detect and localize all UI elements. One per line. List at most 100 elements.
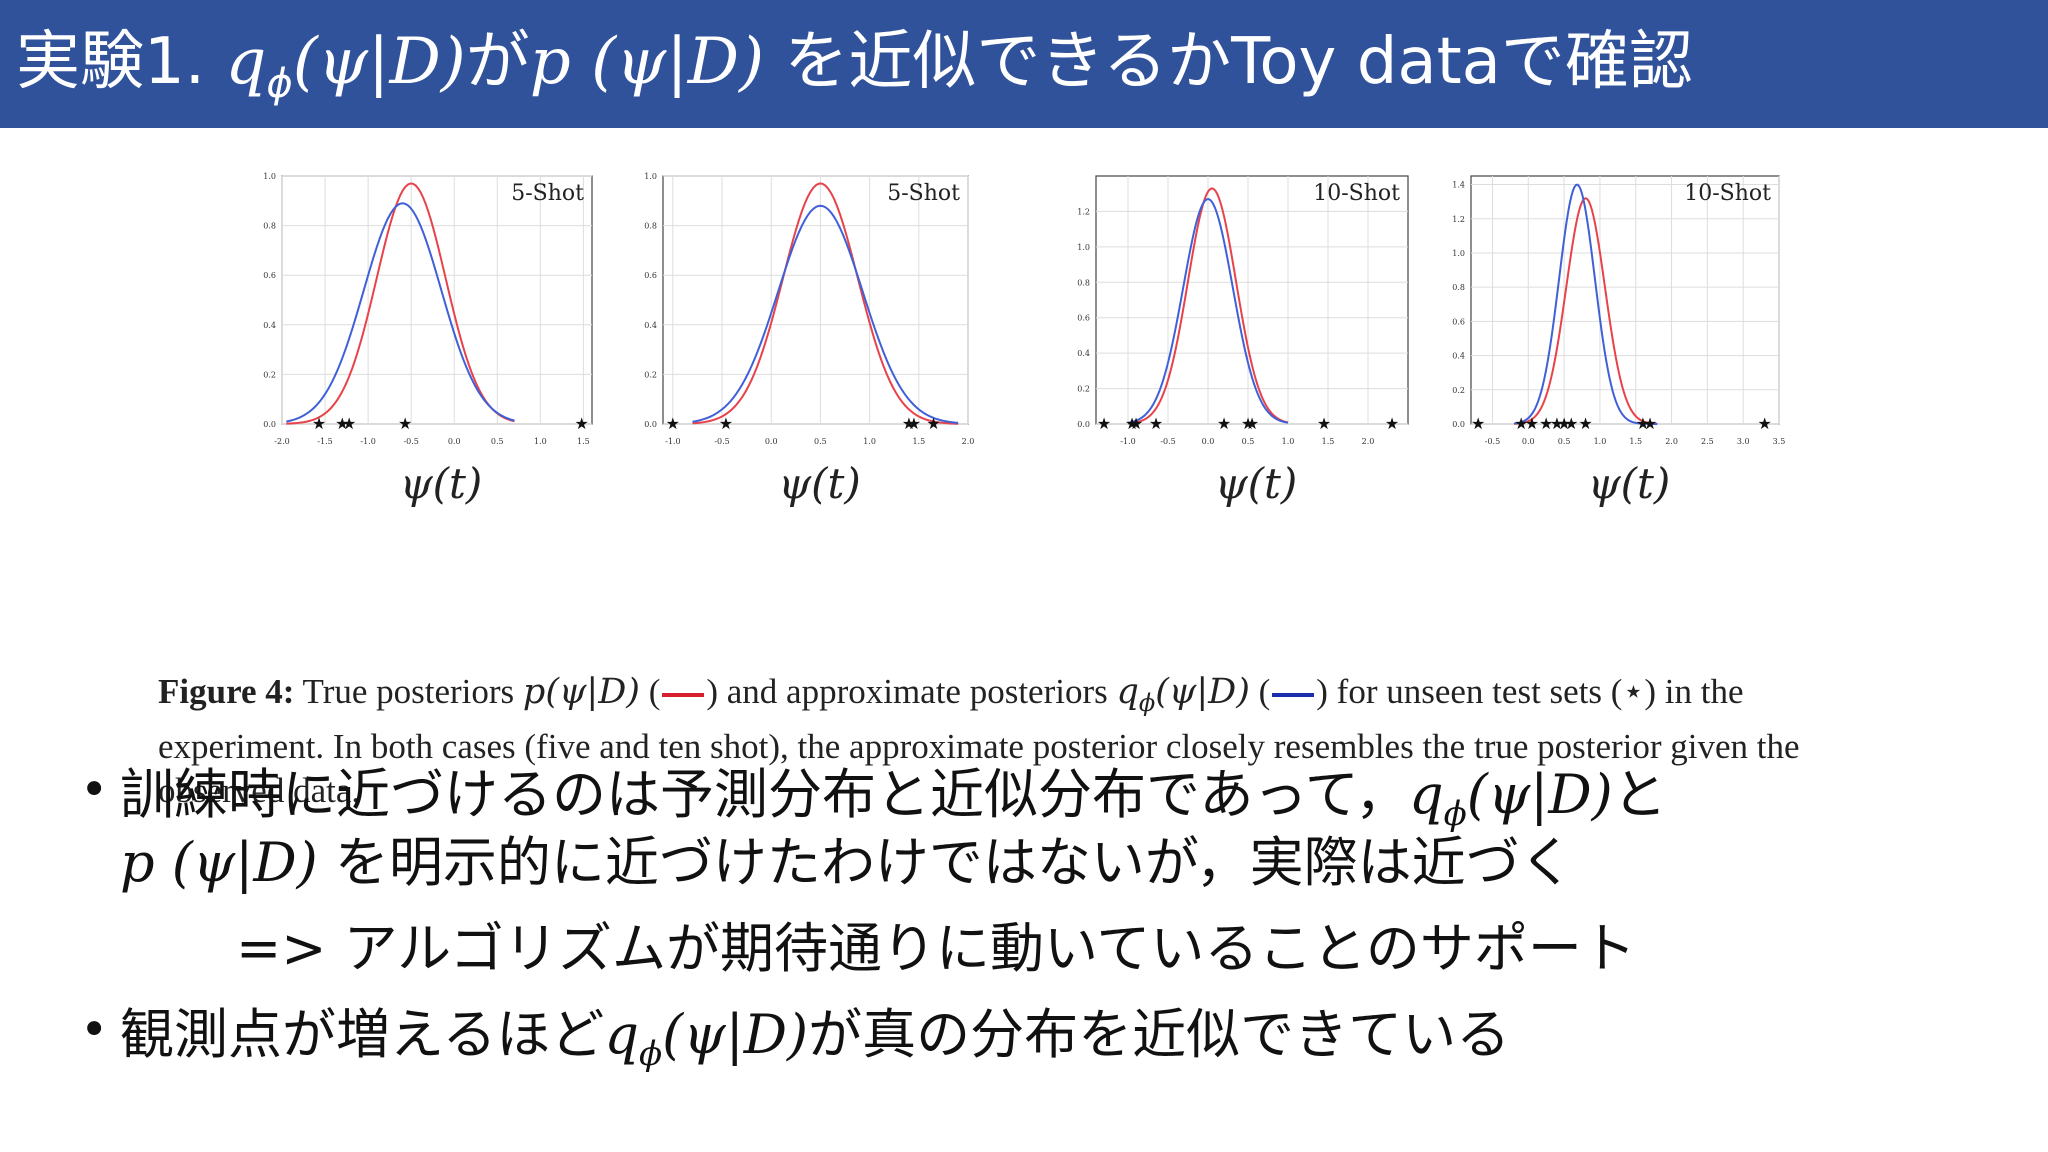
caption-label: Figure 4:	[158, 672, 295, 711]
y-tick-label: 0.8	[1452, 283, 1465, 292]
caption-p: p(ψ|D)	[522, 672, 640, 712]
y-tick-label: 0.0	[263, 420, 276, 429]
test-point-star: ★	[1217, 414, 1231, 433]
true-posterior-line	[692, 182, 959, 425]
test-point-star: ★	[335, 414, 349, 433]
chart-group: 0.0 0.2 0.4 0.6 0.8 1.0 -2.0 -1.5 -1.0 -0.5 0.0 0.5…	[263, 172, 1786, 508]
test-point-star: ★	[1125, 414, 1139, 433]
bullet-2-text-a: 観測点が増えるほど	[120, 1003, 605, 1066]
panel-title: 10-Shot	[1684, 181, 1771, 206]
x-tick-label: 0.5	[491, 437, 504, 446]
caption-text-3: ) and approximate posteriors	[706, 672, 1117, 711]
test-point-star: ★	[312, 414, 326, 433]
y-tick-label: 0.6	[644, 271, 657, 280]
title-p: p	[529, 25, 571, 99]
test-point-star: ★	[1564, 414, 1578, 433]
caption-text-5: ) for unseen test sets (⋆) in the experi…	[158, 672, 1800, 810]
caption-text-2: (	[639, 672, 661, 711]
y-tick-label: 0.0	[644, 420, 657, 429]
y-tick-label: 0.2	[644, 370, 657, 379]
x-tick-label: -1.0	[360, 437, 375, 446]
bullet-1-line-2: p (ψ|D) を明示的に近づけたわけではないが，実際は近づく	[120, 828, 1574, 898]
x-tick-label: -0.5	[714, 437, 729, 446]
y-tick-label: 0.0	[1077, 420, 1090, 429]
test-point-star: ★	[1471, 414, 1485, 433]
y-tick-label: 0.6	[263, 271, 276, 280]
x-tick-label: -1.0	[665, 437, 680, 446]
x-tick-label: 1.0	[1594, 437, 1607, 446]
x-tick-label: 2.0	[1665, 437, 1678, 446]
test-point-star: ★	[926, 414, 940, 433]
bullet-1-text-a: 訓練時に近づけるのは予測分布と近似分布であって，	[120, 763, 1409, 826]
y-tick-label: 0.2	[263, 370, 276, 379]
y-tick-label: 1.0	[1077, 243, 1090, 252]
x-tick-label: 3.0	[1737, 437, 1750, 446]
plot-area	[662, 175, 969, 425]
test-point-star: ★	[666, 414, 680, 433]
approx-posterior-line	[286, 202, 515, 423]
red-line-legend	[662, 692, 705, 697]
test-point-star: ★	[342, 414, 356, 433]
caption-q-sub: ϕ	[1138, 689, 1156, 717]
x-tick-label: 3.5	[1773, 437, 1786, 446]
approx-posterior-line	[1513, 183, 1658, 425]
y-tick-label: 0.2	[1077, 385, 1090, 394]
test-point-star: ★	[1643, 414, 1657, 433]
test-point-star: ★	[398, 414, 412, 433]
title-psi-d: (ψ|D)	[292, 25, 466, 99]
y-tick-label: 0.2	[1452, 386, 1465, 395]
y-tick-label: 0.6	[1452, 317, 1465, 326]
test-point-star: ★	[1385, 414, 1399, 433]
panel-title: 5-Shot	[511, 181, 584, 206]
bullet-2: 観測点が増えるほどqϕ(ψ|D)が真の分布を近似できている	[120, 1000, 1510, 1089]
x-tick-label: -1.0	[1120, 437, 1135, 446]
bullet-1-psi: (ψ|D)	[1466, 763, 1613, 826]
x-tick-label: 1.5	[912, 437, 925, 446]
x-tick-label: -0.5	[1160, 437, 1175, 446]
y-tick-label: 1.2	[1452, 215, 1465, 224]
test-point-star: ★	[1317, 414, 1331, 433]
x-tick-label: 0.5	[1558, 437, 1571, 446]
test-point-star: ★	[1539, 414, 1553, 433]
test-point-star: ★	[1241, 414, 1255, 433]
test-point-star: ★	[1245, 414, 1259, 433]
test-point-star: ★	[1578, 414, 1592, 433]
test-point-star: ★	[574, 414, 588, 433]
bullet-1-p: p	[120, 831, 155, 894]
x-tick-label: -0.5	[1485, 437, 1500, 446]
figure-caption: Figure 4: True posteriors p(ψ|D) () and …	[158, 670, 1898, 813]
x-tick-label: 2.5	[1701, 437, 1714, 446]
y-tick-label: 0.8	[263, 222, 276, 231]
caption-text-4: (	[1249, 672, 1271, 711]
x-tick-label: 0.5	[814, 437, 827, 446]
bullet-2-q: q	[604, 1003, 639, 1066]
test-point-star: ★	[902, 414, 916, 433]
x-axis-label: ψ(t)	[778, 459, 861, 508]
y-tick-label: 1.0	[1452, 249, 1465, 258]
bullet-1-text-c: を明示的に近づけたわけではないが，実際は近づく	[317, 831, 1574, 894]
y-tick-label: 0.8	[644, 222, 657, 231]
y-tick-label: 0.4	[1452, 352, 1465, 361]
y-tick-label: 0.8	[1077, 278, 1090, 287]
x-tick-label: 0.0	[448, 437, 461, 446]
test-point-star: ★	[1525, 414, 1539, 433]
bullet-1-text-b: と	[1612, 763, 1667, 826]
y-tick-label: 0.4	[263, 321, 276, 330]
test-point-star: ★	[1097, 414, 1111, 433]
approx-posterior-line	[692, 204, 959, 424]
y-tick-label: 0.0	[1452, 420, 1465, 429]
bullet-2-text-b: が真の分布を近似できている	[808, 1003, 1511, 1066]
x-tick-label: -2.0	[274, 437, 289, 446]
slide-title: 実験1. qϕ(ψ|D)がp (ψ|D) を近似できるかToy dataで確認	[16, 14, 1693, 132]
x-tick-label: -1.5	[317, 437, 332, 446]
plot-area	[1095, 175, 1409, 425]
y-tick-label: 1.0	[644, 172, 657, 181]
test-point-star: ★	[907, 414, 921, 433]
x-tick-label: 0.0	[765, 437, 778, 446]
blue-line-legend	[1272, 692, 1315, 697]
y-tick-label: 1.2	[1077, 207, 1090, 216]
test-point-star: ★	[1129, 414, 1143, 433]
x-axis-label: ψ(t)	[1215, 459, 1298, 508]
x-tick-label: 2.0	[1362, 437, 1375, 446]
x-tick-label: 1.5	[1629, 437, 1642, 446]
